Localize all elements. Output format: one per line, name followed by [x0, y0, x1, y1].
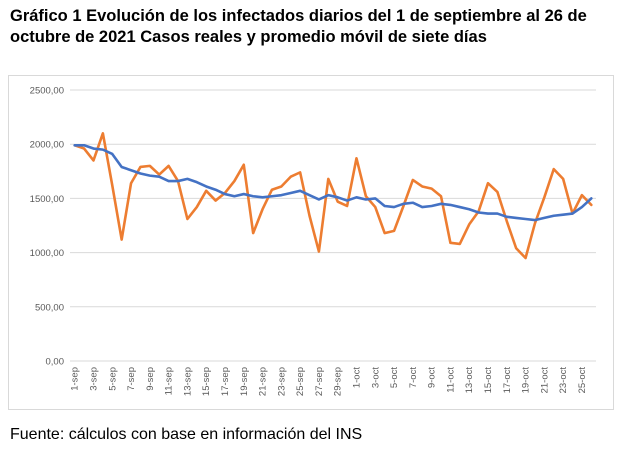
x-tick-label: 29-sep [333, 367, 344, 396]
chart-border [8, 75, 614, 410]
x-tick-label: 19-sep [239, 367, 250, 396]
x-tick-label: 5-oct [389, 367, 400, 388]
x-tick-label: 1-sep [70, 367, 81, 391]
x-tick-label: 17-sep [220, 367, 231, 396]
x-tick-label: 1-oct [351, 367, 362, 388]
x-tick-label: 7-oct [408, 367, 419, 388]
x-tick-label: 23-sep [276, 367, 287, 396]
y-tick-label: 2000,00 [30, 140, 64, 151]
x-tick-label: 13-sep [182, 367, 193, 396]
x-tick-label: 15-oct [483, 367, 494, 394]
x-tick-label: 21-sep [258, 367, 269, 396]
x-tick-label: 15-sep [201, 367, 212, 396]
x-tick-label: 11-sep [164, 367, 175, 395]
source-note: Fuente: cálculos con base en información… [10, 426, 363, 443]
x-tick-label: 13-oct [464, 367, 475, 394]
x-tick-label: 17-oct [502, 367, 513, 394]
x-tick-label: 3-oct [370, 367, 381, 388]
series-line [73, 143, 593, 222]
x-tick-label: 9-oct [427, 367, 438, 388]
x-tick-label: 11-oct [445, 367, 456, 393]
x-tick-label: 27-sep [314, 367, 325, 396]
x-tick-label: 21-oct [539, 367, 550, 394]
y-tick-label: 2500,00 [30, 86, 64, 97]
x-tick-label: 9-sep [145, 367, 156, 391]
x-tick-label: 25-oct [577, 367, 588, 394]
y-tick-label: 500,00 [35, 302, 64, 313]
y-tick-label: 1000,00 [30, 248, 64, 259]
y-tick-label: 0,00 [46, 357, 65, 368]
x-tick-label: 7-sep [126, 367, 137, 391]
chart-title: Gráfico 1 Evolución de los infectados di… [10, 7, 587, 46]
x-tick-label: 5-sep [107, 367, 118, 391]
y-tick-label: 1500,00 [30, 194, 64, 205]
x-tick-label: 25-sep [295, 367, 306, 396]
x-tick-label: 19-oct [521, 367, 532, 394]
x-tick-label: 23-oct [558, 367, 569, 394]
x-tick-label: 3-sep [88, 367, 99, 391]
